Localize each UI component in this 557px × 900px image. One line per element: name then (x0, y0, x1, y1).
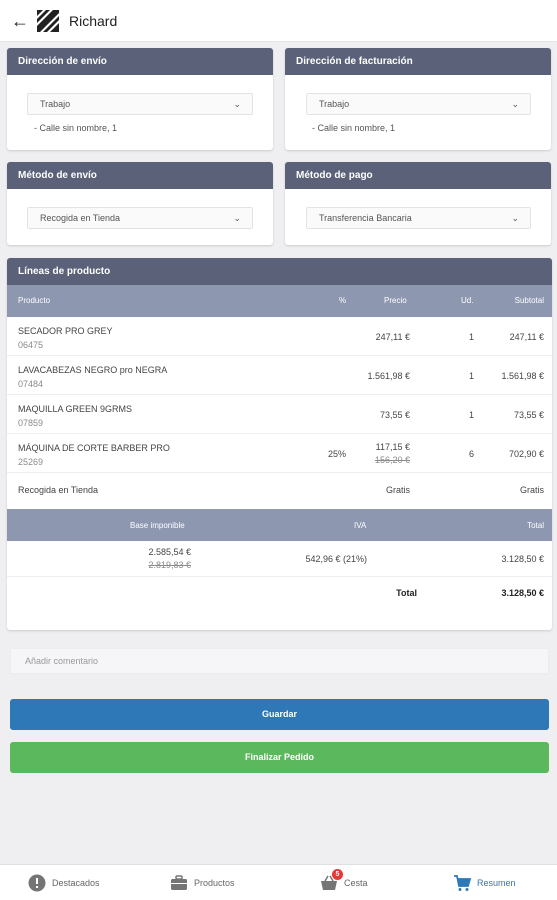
card-heading: Método de envío (7, 162, 273, 189)
select-value: Transferencia Bancaria (319, 213, 412, 223)
product-code: 07859 (18, 418, 44, 428)
basket-icon-wrapper: 5 (320, 869, 343, 892)
bottom-tab-bar: Destacados Productos 5 Cesta Resumen (0, 864, 557, 900)
select-value: Trabajo (319, 99, 350, 109)
product-price: 73,55 € (379, 410, 410, 420)
card-heading: Dirección de facturación (285, 48, 551, 75)
shipping-subtotal: Gratis (519, 485, 544, 495)
col-tax: IVA (354, 521, 367, 530)
lines-table-header: Producto % Precio Ud. Subtotal (7, 285, 552, 317)
col-subtotal: Subtotal (514, 296, 544, 305)
table-row[interactable]: MÁQUINA DE CORTE BARBER PRO 25269 25% 11… (7, 434, 552, 473)
shipping-label: Recogida en Tienda (18, 485, 99, 495)
chevron-down-icon: ⌄ (233, 213, 241, 223)
col-base: Base imponible (130, 521, 185, 530)
tab-label: Cesta (344, 878, 368, 888)
product-units: 1 (468, 371, 474, 381)
shipping-address-text: - Calle sin nombre, 1 (34, 123, 118, 133)
cart-icon (454, 875, 471, 891)
table-row[interactable]: SECADOR PRO GREY 06475 247,11 € 1 247,11… (7, 317, 552, 356)
briefcase-icon (171, 875, 187, 890)
col-price: Precio (384, 296, 407, 305)
save-button[interactable]: Guardar (10, 699, 549, 730)
payment-method-select[interactable]: Transferencia Bancaria ⌄ (306, 207, 531, 229)
alert-circle-icon (28, 874, 46, 892)
comment-input[interactable]: Añadir comentario (10, 648, 549, 674)
billing-address-text: - Calle sin nombre, 1 (312, 123, 396, 133)
col-total: Total (527, 521, 544, 530)
tab-productos[interactable]: Productos (170, 874, 235, 892)
card-heading: Dirección de envío (7, 48, 273, 75)
tab-label: Productos (194, 878, 235, 888)
col-product: Producto (18, 296, 51, 305)
payment-method-card: Método de pago Transferencia Bancaria ⌄ (285, 162, 551, 245)
totals-row: 2.585,54 € 2.819,83 € 542,96 € (21%) 3.1… (7, 541, 552, 577)
chevron-down-icon: ⌄ (511, 99, 519, 109)
product-name: MAQUILLA GREEN 9GRMS (18, 404, 133, 414)
tab-cesta[interactable]: 5 Cesta (320, 869, 368, 892)
product-old-price: 156,20 € (374, 455, 410, 465)
select-value: Trabajo (40, 99, 71, 109)
product-name: SECADOR PRO GREY (18, 326, 113, 336)
totals-table-header: Base imponible IVA Total (7, 509, 552, 541)
product-units: 6 (468, 449, 474, 459)
table-row[interactable]: LAVACABEZAS NEGRO pro NEGRA 07484 1.561,… (7, 356, 552, 395)
brand-logo-icon (37, 9, 59, 32)
page-title: Richard (69, 12, 118, 29)
product-units: 1 (468, 332, 474, 342)
basket-icon (321, 875, 337, 890)
shipping-address-select[interactable]: Trabajo ⌄ (27, 93, 253, 115)
col-units: Ud. (461, 296, 474, 305)
product-discount: 25% (327, 449, 346, 459)
arrow-left-icon[interactable]: ← (11, 10, 29, 31)
shipping-address-card: Dirección de envío Trabajo ⌄ - Calle sin… (7, 48, 273, 150)
finish-order-button[interactable]: Finalizar Pedido (10, 742, 549, 773)
shipping-method-select[interactable]: Recogida en Tienda ⌄ (27, 207, 253, 229)
product-subtotal: 247,11 € (509, 332, 544, 342)
tab-resumen[interactable]: Resumen (453, 874, 516, 892)
card-heading: Líneas de producto (7, 258, 552, 285)
product-subtotal: 1.561,98 € (501, 371, 544, 381)
product-subtotal: 702,90 € (508, 449, 544, 459)
card-heading: Método de pago (285, 162, 551, 189)
product-price: 247,11 € (375, 332, 410, 342)
billing-address-card: Dirección de facturación Trabajo ⌄ - Cal… (285, 48, 551, 150)
shipping-row: Recogida en Tienda Gratis Gratis (7, 473, 552, 509)
chevron-down-icon: ⌄ (511, 213, 519, 223)
top-bar: ← Richard (0, 0, 557, 42)
product-name: LAVACABEZAS NEGRO pro NEGRA (18, 365, 168, 375)
shipping-price: Gratis (385, 485, 410, 495)
grand-total-label: Total (396, 588, 417, 598)
chevron-down-icon: ⌄ (233, 99, 241, 109)
cart-count-badge: 5 (332, 869, 343, 880)
product-units: 1 (468, 410, 474, 420)
shipping-method-card: Método de envío Recogida en Tienda ⌄ (7, 162, 273, 245)
grand-total-value: 3.128,50 € (501, 588, 544, 598)
tab-destacados[interactable]: Destacados (28, 874, 100, 892)
product-subtotal: 73,55 € (513, 410, 544, 420)
tab-label: Resumen (477, 878, 516, 888)
billing-address-select[interactable]: Trabajo ⌄ (306, 93, 531, 115)
base-old-amount: 2.819,83 € (148, 560, 191, 570)
product-code: 07484 (18, 379, 44, 389)
product-lines-card: Líneas de producto Producto % Precio Ud.… (7, 258, 552, 630)
select-value: Recogida en Tienda (40, 213, 121, 223)
base-amount: 2.585,54 € (148, 547, 191, 557)
tab-label: Destacados (52, 878, 100, 888)
total-amount: 3.128,50 € (501, 554, 544, 564)
tax-amount: 542,96 € (21%) (305, 554, 367, 564)
product-code: 06475 (18, 340, 44, 350)
table-row[interactable]: MAQUILLA GREEN 9GRMS 07859 73,55 € 1 73,… (7, 395, 552, 434)
product-price: 1.561,98 € (367, 371, 410, 381)
product-price: 117,15 € (375, 442, 410, 452)
product-name: MÁQUINA DE CORTE BARBER PRO (18, 443, 170, 453)
col-percent: % (339, 296, 347, 305)
product-code: 25269 (18, 457, 44, 467)
grand-total-row: Total 3.128,50 € (7, 577, 552, 611)
